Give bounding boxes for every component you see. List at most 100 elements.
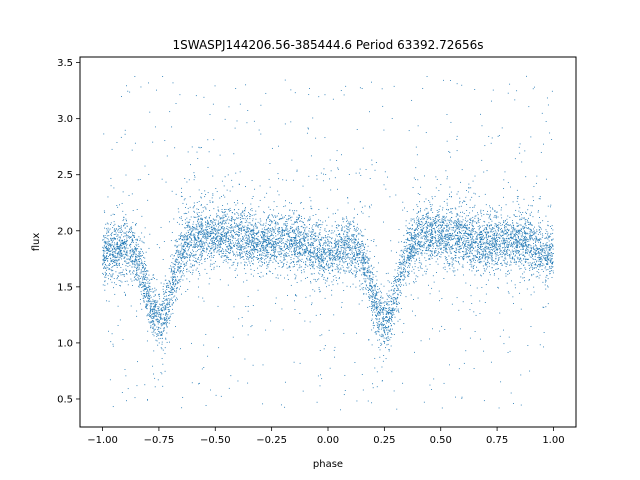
data-point [305,252,307,254]
data-point [410,233,412,235]
data-point [267,230,269,232]
data-point [149,316,151,317]
data-point [209,200,211,202]
data-point [120,252,122,254]
data-point [251,234,253,236]
data-point [485,204,487,206]
data-point [108,330,109,332]
data-point [346,234,348,236]
data-point [348,238,350,240]
data-point [218,247,220,248]
data-point [310,304,312,306]
data-point [397,297,399,299]
data-point [159,298,161,300]
data-point [263,236,265,238]
data-point [355,245,357,247]
data-point [183,246,185,248]
data-point [172,302,174,304]
data-point [516,222,517,224]
data-point [535,240,537,242]
data-point [189,246,191,247]
data-point [423,243,425,245]
data-point [331,238,332,240]
data-point [542,306,544,308]
data-point [491,255,493,256]
data-point [311,230,313,232]
data-point [295,251,296,253]
data-point [167,306,169,308]
data-point [188,243,190,245]
data-point [290,240,292,242]
data-point [195,260,196,262]
data-point [525,258,527,260]
data-point [262,238,264,240]
data-point [358,254,360,256]
data-point [441,237,443,239]
data-point [283,256,285,258]
data-point [137,264,139,266]
data-point [406,248,408,250]
data-point [126,400,127,402]
data-point [439,225,441,226]
data-point [185,265,187,266]
data-point [135,278,137,280]
data-point [322,180,324,182]
data-point [388,307,390,309]
data-point [471,249,473,251]
data-point [211,223,213,225]
data-point [529,262,531,264]
data-point [139,179,141,180]
data-point [505,253,507,255]
data-point [331,230,333,232]
data-point [366,257,368,259]
data-point [303,237,305,239]
data-point [513,303,514,304]
data-point [154,306,156,308]
data-point [227,218,228,220]
data-point [432,233,434,235]
data-point [244,242,246,244]
data-point [209,250,211,252]
data-point [130,261,132,262]
data-point [472,255,474,256]
data-point [142,289,144,291]
data-point [380,322,382,324]
data-point [486,246,488,247]
data-point [287,219,289,221]
data-point [261,231,263,233]
data-point [497,248,499,250]
data-point [488,254,490,256]
data-point [349,224,351,226]
data-point [443,382,445,384]
data-point [213,225,215,227]
data-point [351,256,353,258]
data-point [467,241,469,243]
data-point [135,263,137,265]
data-point [373,309,375,311]
data-point [372,307,373,309]
data-point [124,253,126,255]
data-point [210,220,211,222]
data-point [342,217,344,219]
data-point [469,235,471,237]
data-point [196,151,198,153]
data-point [332,259,334,260]
data-point [223,255,225,257]
data-point [275,235,277,237]
data-point [472,220,474,222]
data-point [454,225,456,227]
data-point [424,236,426,238]
data-point [478,256,480,258]
data-point [182,245,184,247]
data-point [177,298,178,300]
data-point [127,90,129,92]
data-point [485,264,487,266]
data-point [122,247,124,249]
data-point [435,241,437,243]
data-point [544,237,546,239]
data-point [184,249,186,251]
data-point [442,247,444,249]
data-point [255,243,257,245]
data-point [458,218,459,220]
data-point [435,241,437,243]
